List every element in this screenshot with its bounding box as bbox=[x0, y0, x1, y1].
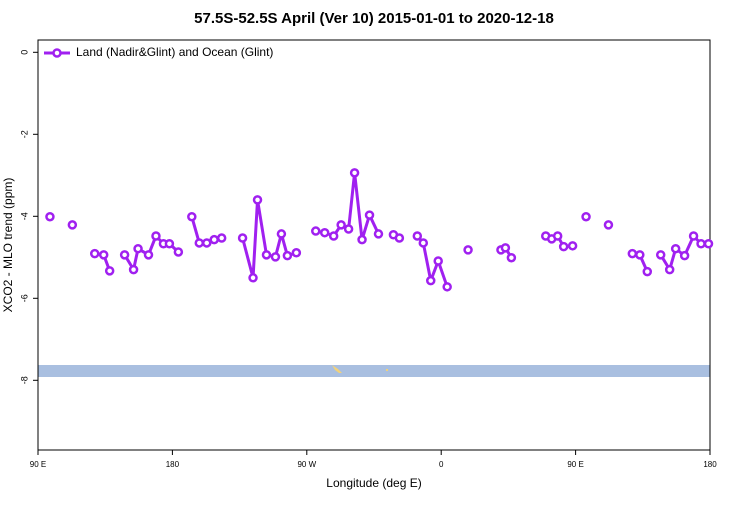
x-tick-label: 180 bbox=[166, 460, 180, 469]
x-tick-label: 90 E bbox=[567, 460, 583, 469]
data-point bbox=[164, 239, 175, 249]
data-point bbox=[261, 250, 272, 260]
data-point bbox=[98, 250, 109, 260]
data-point bbox=[328, 231, 339, 241]
x-tick-label: 0 bbox=[439, 460, 444, 469]
data-point bbox=[364, 210, 375, 220]
data-point bbox=[173, 247, 184, 257]
data-point bbox=[133, 243, 143, 254]
data-point bbox=[104, 266, 115, 276]
x-tick-label: 90 E bbox=[30, 460, 46, 469]
data-point bbox=[696, 239, 706, 249]
data-point bbox=[433, 256, 443, 266]
map-land bbox=[332, 365, 342, 373]
data-point bbox=[418, 238, 429, 248]
data-point bbox=[394, 233, 405, 243]
data-point bbox=[119, 250, 130, 260]
data-point bbox=[343, 224, 354, 234]
data-point bbox=[506, 252, 517, 263]
legend-label: Land (Nadir&Glint) and Ocean (Glint) bbox=[76, 45, 273, 59]
data-point bbox=[655, 250, 666, 260]
data-point bbox=[627, 248, 638, 259]
x-tick-label: 90 W bbox=[297, 460, 316, 469]
data-point bbox=[143, 250, 154, 260]
legend-marker bbox=[52, 48, 62, 58]
data-point bbox=[201, 238, 212, 248]
map-strip bbox=[38, 365, 710, 377]
data-point bbox=[688, 231, 699, 241]
data-point bbox=[209, 234, 219, 245]
data-point bbox=[567, 241, 578, 251]
data-point bbox=[45, 211, 55, 222]
y-tick-label: -6 bbox=[19, 294, 29, 302]
data-point bbox=[581, 211, 591, 222]
data-point bbox=[463, 245, 473, 255]
data-point bbox=[252, 195, 263, 205]
data-point bbox=[89, 248, 100, 259]
y-tick-label: -2 bbox=[19, 130, 29, 138]
data-point bbox=[194, 238, 205, 248]
data-point bbox=[311, 226, 321, 236]
data-point bbox=[703, 239, 714, 249]
data-point bbox=[642, 266, 653, 277]
data-point bbox=[187, 211, 197, 222]
data-point bbox=[664, 264, 675, 275]
data-point bbox=[270, 252, 281, 262]
data-point bbox=[291, 248, 302, 258]
y-tick-label: 0 bbox=[19, 50, 29, 55]
data-point bbox=[357, 234, 367, 245]
chart-title: 57.5S-52.5S April (Ver 10) 2015-01-01 to… bbox=[194, 10, 554, 27]
y-tick-label: -8 bbox=[19, 376, 29, 384]
y-tick-label: -4 bbox=[19, 212, 29, 220]
data-point bbox=[425, 275, 436, 286]
data-point bbox=[276, 229, 287, 239]
data-point bbox=[67, 220, 78, 230]
data-point bbox=[412, 231, 423, 241]
data-point bbox=[442, 282, 452, 292]
data-point bbox=[373, 229, 384, 239]
data-point bbox=[603, 220, 614, 230]
data-point bbox=[558, 241, 569, 252]
data-point bbox=[216, 233, 227, 243]
data-point bbox=[282, 250, 293, 261]
data-point bbox=[500, 243, 511, 253]
x-axis-title: Longitude (deg E) bbox=[326, 476, 421, 490]
data-point bbox=[248, 273, 258, 283]
data-point bbox=[237, 233, 248, 243]
x-tick-label: 180 bbox=[703, 460, 717, 469]
data-point bbox=[128, 264, 139, 275]
data-point bbox=[552, 231, 563, 241]
y-axis-title: XCO2 - MLO trend (ppm) bbox=[1, 178, 15, 313]
data-point bbox=[336, 220, 346, 230]
data-point bbox=[319, 227, 330, 238]
data-point bbox=[670, 243, 681, 254]
map-land bbox=[386, 369, 388, 371]
data-point bbox=[349, 168, 360, 178]
data-point bbox=[635, 250, 645, 260]
data-point bbox=[151, 231, 161, 241]
data-point bbox=[679, 250, 690, 261]
